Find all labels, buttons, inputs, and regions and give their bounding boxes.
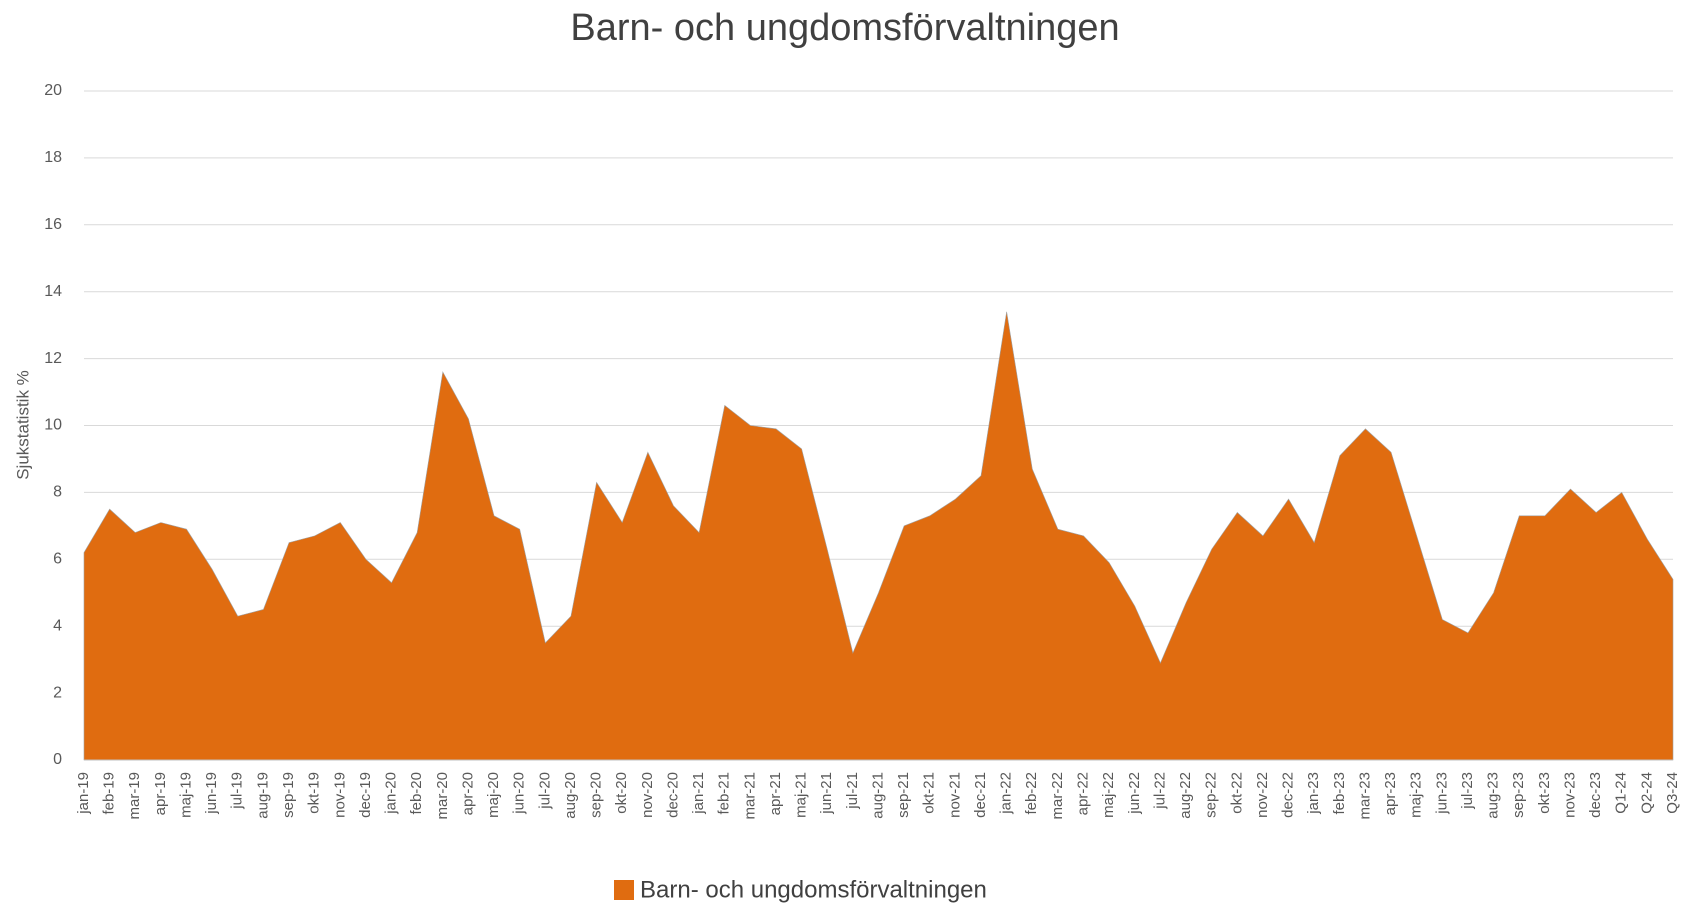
x-tick-label: okt-20 [613,772,630,814]
x-tick-label: aug-20 [562,772,579,819]
x-tick-label: jul-20 [536,772,553,810]
x-tick-label: jul-21 [844,772,861,810]
y-tick-label: 4 [53,617,62,634]
x-tick-label: sep-19 [280,772,297,818]
x-tick-label: maj-21 [793,772,810,818]
x-tick-label: aug-23 [1485,772,1502,819]
x-tick-label: dec-22 [1280,772,1297,818]
x-tick-label: Q1-24 [1613,772,1630,814]
x-tick-label: maj-19 [177,772,194,818]
x-tick-label: Q3-24 [1664,772,1681,814]
x-tick-label: apr-19 [152,772,169,815]
x-tick-label: jul-19 [229,772,246,810]
x-tick-label: mar-21 [741,772,758,820]
x-tick-label: aug-21 [869,772,886,819]
x-tick-label: nov-22 [1254,772,1271,818]
x-tick-label: sep-22 [1203,772,1220,818]
x-tick-label: maj-23 [1408,772,1425,818]
x-tick-label: jul-22 [1151,772,1168,810]
x-tick-label: apr-20 [459,772,476,815]
legend-label: Barn- och ungdomsförvaltningen [640,876,987,903]
x-tick-label: mar-23 [1356,772,1373,820]
y-tick-label: 0 [53,751,62,768]
x-tick-label: feb-23 [1331,772,1348,815]
x-tick-label: feb-22 [1023,772,1040,815]
x-tick-label: maj-20 [485,772,502,818]
x-tick-label: jan-21 [690,772,707,815]
y-tick-label: 12 [44,350,62,367]
y-tick-label: 18 [44,149,62,166]
x-tick-label: jan-20 [383,772,400,815]
x-tick-label: jun-19 [203,772,220,815]
x-tick-label: okt-22 [1228,772,1245,814]
y-axis-label: Sjukstatistik % [13,370,32,480]
x-tick-label: jan-22 [998,772,1015,815]
y-tick-label: 2 [53,684,62,701]
x-tick-label: jun-21 [818,772,835,815]
x-tick-label: okt-19 [306,772,323,814]
area [83,311,1674,761]
x-tick-label: mar-19 [126,772,143,820]
x-tick-label: feb-21 [716,772,733,815]
x-tick-label: jan-23 [1305,772,1322,815]
x-tick-label: jun-20 [511,772,528,815]
x-tick-label: nov-19 [331,772,348,818]
x-tick-label: jan-19 [75,772,92,815]
x-tick-label: apr-21 [767,772,784,815]
x-tick-label: okt-21 [921,772,938,814]
x-tick-label: sep-23 [1510,772,1527,818]
x-tick-label: dec-23 [1587,772,1604,818]
x-tick-label: dec-20 [664,772,681,818]
x-tick-label: dec-21 [972,772,989,818]
x-tick-label: aug-19 [254,772,271,819]
x-tick-label: apr-22 [1075,772,1092,815]
x-tick-label: feb-19 [101,772,118,815]
x-tick-label: nov-23 [1561,772,1578,818]
y-tick-label: 20 [44,82,62,99]
y-tick-label: 10 [44,417,62,434]
x-tick-label: aug-22 [1177,772,1194,819]
x-tick-label: mar-20 [434,772,451,820]
x-tick-label: apr-23 [1382,772,1399,815]
legend-swatch [614,880,634,900]
x-tick-label: Q2-24 [1638,772,1655,814]
y-tick-label: 14 [44,283,62,300]
x-tick-label: jun-22 [1126,772,1143,815]
x-tick-label: dec-19 [357,772,374,818]
x-tick-label: feb-20 [408,772,425,815]
y-tick-label: 8 [53,484,62,501]
x-tick-label: jul-23 [1459,772,1476,810]
x-tick-label: mar-22 [1049,772,1066,820]
x-tick-label: nov-20 [639,772,656,818]
x-tick-label: nov-21 [946,772,963,818]
y-tick-label: 6 [53,551,62,568]
x-tick-label: sep-20 [588,772,605,818]
x-tick-label: okt-23 [1536,772,1553,814]
chart-title: Barn- och ungdomsförvaltningen [570,7,1119,49]
x-tick-label: maj-22 [1100,772,1117,818]
x-tick-label: sep-21 [895,772,912,818]
x-tick-label: jun-23 [1433,772,1450,815]
y-tick-label: 16 [44,216,62,233]
